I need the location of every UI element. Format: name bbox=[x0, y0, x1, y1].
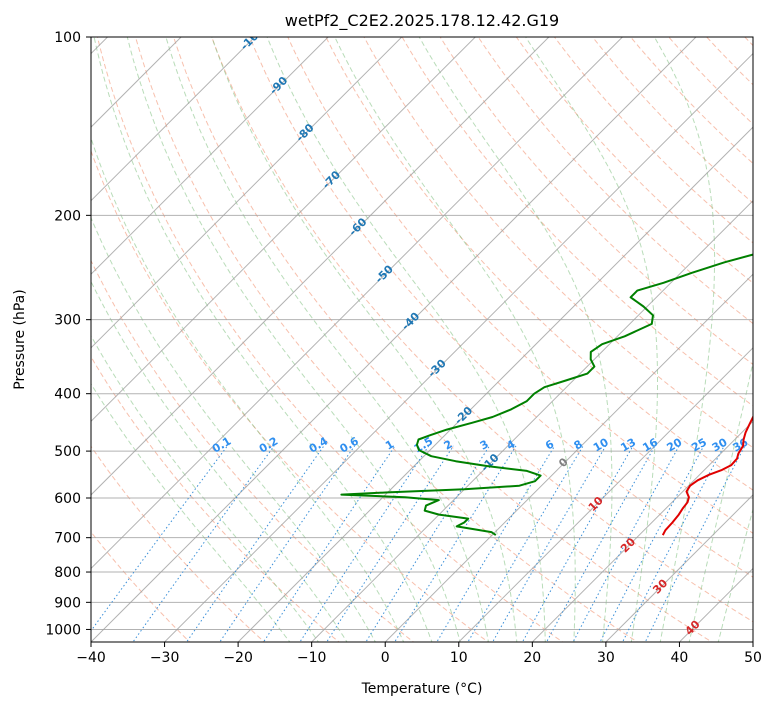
mixing-ratio-line bbox=[185, 445, 325, 642]
mixing-ratio-line bbox=[394, 445, 517, 642]
mixing-ratio-line bbox=[219, 445, 356, 642]
moist-adiabat-line bbox=[91, 382, 291, 642]
dry-adiabat-line bbox=[439, 37, 753, 366]
y-axis-title: Pressure (hPa) bbox=[12, 289, 28, 389]
temperature-profile-line bbox=[661, 414, 753, 536]
isotherm-line bbox=[91, 37, 697, 642]
x-tick-label: 20 bbox=[523, 650, 541, 666]
mixing-ratio-line bbox=[521, 445, 634, 642]
background-lines bbox=[91, 24, 775, 645]
isotherm-line bbox=[91, 37, 403, 349]
y-tick-label: 300 bbox=[54, 313, 81, 329]
y-tick-label: 800 bbox=[54, 565, 81, 581]
x-tick-label: −30 bbox=[150, 650, 180, 666]
isotherm-line bbox=[91, 37, 624, 570]
y-tick-label: 100 bbox=[54, 30, 81, 46]
dry-adiabat-line bbox=[401, 37, 753, 407]
dry-adiabat-line bbox=[515, 37, 753, 284]
mixing-ratio-line bbox=[599, 445, 705, 642]
mixing-ratio-line bbox=[365, 445, 490, 642]
y-tick-label: 900 bbox=[54, 595, 81, 611]
x-tick-label: −40 bbox=[76, 650, 106, 666]
y-tick-label: 200 bbox=[54, 208, 81, 224]
isotherm-line bbox=[91, 37, 477, 423]
y-tick-label: 500 bbox=[54, 444, 81, 460]
mixing-ratio-line bbox=[492, 445, 607, 642]
dry-adiabat-line bbox=[363, 37, 753, 449]
x-axis-title: Temperature (°C) bbox=[361, 681, 483, 697]
isotherm-line bbox=[91, 37, 256, 202]
isotherm-line bbox=[310, 199, 753, 642]
isotherm-line bbox=[752, 641, 753, 642]
y-tick-label: 600 bbox=[54, 491, 81, 507]
moist-adiabat-line bbox=[93, 37, 433, 642]
moist-adiabat-line bbox=[91, 136, 405, 642]
x-tick-label: −20 bbox=[223, 650, 253, 666]
plot-area-background bbox=[91, 37, 753, 642]
profile-series bbox=[340, 253, 753, 536]
isotherm-line bbox=[91, 37, 550, 496]
dewpoint-profile-line bbox=[340, 253, 753, 536]
y-tick-label: 400 bbox=[54, 387, 81, 403]
isotherm-line bbox=[163, 52, 753, 642]
y-tick-label: 1000 bbox=[45, 622, 81, 638]
x-tick-label: 30 bbox=[597, 650, 615, 666]
dry-adiabat-line bbox=[287, 37, 753, 534]
dry-adiabat-line bbox=[91, 149, 489, 642]
isotherm-line bbox=[384, 273, 753, 642]
axes: −40 −30 −20 −10 0 10 20 30 40 50 100 200 300 400 500 60… bbox=[45, 30, 762, 666]
x-tick-label: 10 bbox=[450, 650, 468, 666]
isotherm-line bbox=[531, 420, 753, 642]
mixing-ratio-line bbox=[132, 445, 275, 642]
y-tick-label: 700 bbox=[54, 531, 81, 547]
x-tick-label: 0 bbox=[381, 650, 390, 666]
mixing-ratio-line bbox=[262, 445, 396, 642]
mixing-ratio-line bbox=[299, 445, 430, 642]
x-tick-label: −10 bbox=[297, 650, 327, 666]
isotherm-line bbox=[91, 37, 329, 275]
mixing-ratio-line bbox=[467, 445, 584, 642]
plot-frame bbox=[90, 36, 754, 643]
dry-adiabat-line bbox=[249, 37, 753, 578]
x-tick-label: 40 bbox=[670, 650, 688, 666]
isotherm-line bbox=[458, 347, 753, 642]
isotherm-line bbox=[605, 494, 753, 642]
dry-adiabat-line bbox=[173, 37, 713, 642]
x-tick-label: 50 bbox=[744, 650, 762, 666]
chart-title: wetPf2_C2E2.2025.178.12.42.G19 bbox=[285, 11, 559, 31]
mixing-ratio-line bbox=[326, 445, 454, 642]
dry-adiabat-line bbox=[770, 24, 775, 645]
dry-adiabat-line bbox=[325, 37, 753, 491]
